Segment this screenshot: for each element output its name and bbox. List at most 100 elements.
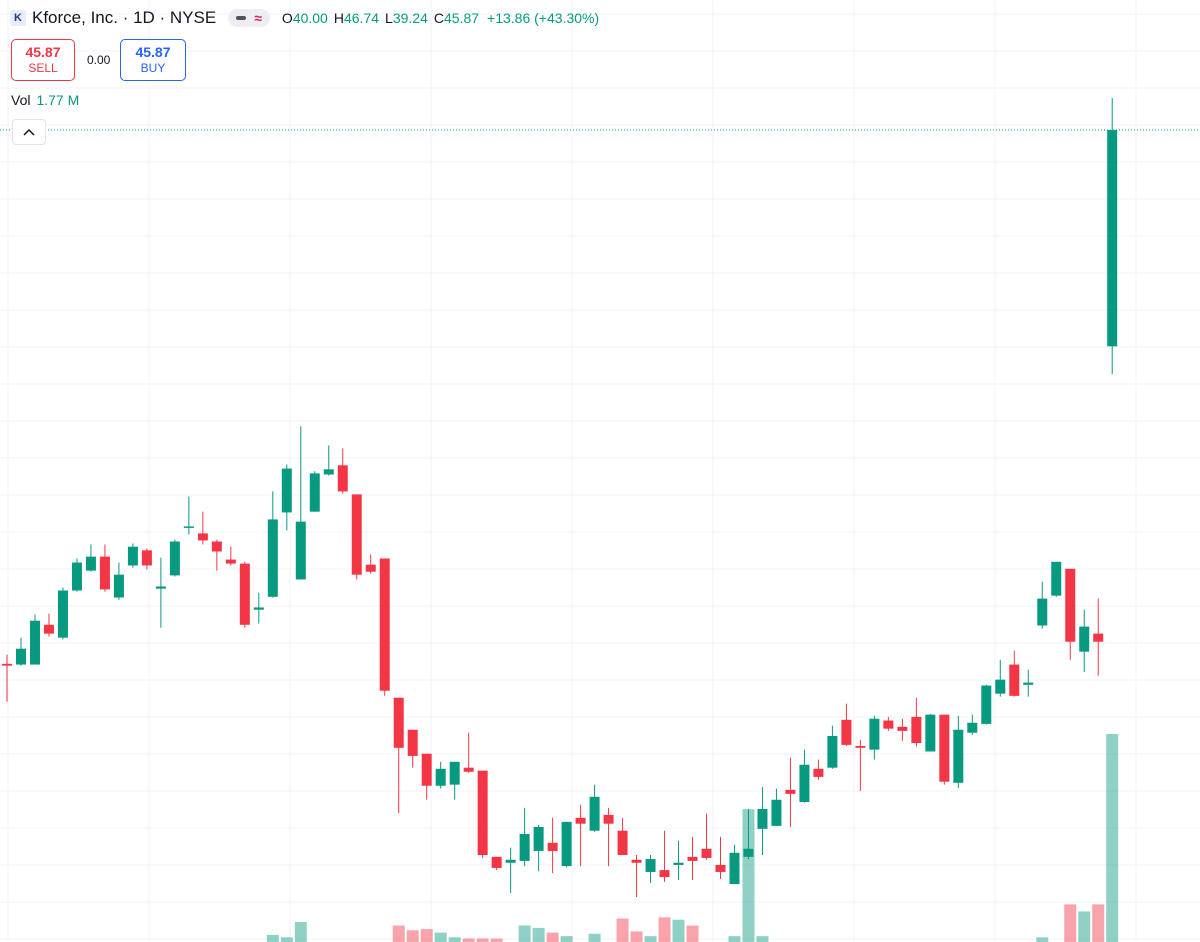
volume-bar: [546, 932, 559, 942]
volume-bar: [658, 917, 671, 942]
volume-value: 1.77 M: [36, 92, 80, 108]
candle-body: [575, 817, 586, 824]
candle-body: [43, 624, 54, 634]
candle-body: [351, 494, 362, 575]
candle-body: [785, 789, 796, 794]
candle-body: [463, 767, 474, 772]
candle-body: [169, 541, 180, 576]
volume-bar: [588, 933, 601, 942]
ohlc: O40.00 H46.74 L39.24 C45.87: [282, 10, 479, 26]
candle-body: [505, 859, 516, 863]
sell-price: 45.87: [25, 44, 61, 60]
candle-body: [617, 830, 628, 856]
volume-bar: [672, 919, 685, 942]
volume-bar: [462, 938, 475, 942]
volume-bar: [448, 937, 461, 942]
candle-body: [1023, 682, 1034, 685]
status-dash: [236, 16, 247, 20]
candle-body: [183, 526, 194, 528]
chevron-up: [23, 128, 35, 136]
candle-body: [281, 468, 292, 513]
ohlc-label: O: [281, 10, 293, 26]
candle-body: [127, 546, 138, 566]
volume-bar: [420, 929, 433, 942]
candle-body: [435, 768, 446, 786]
volume-bar: [406, 930, 419, 942]
candle-body: [337, 465, 348, 492]
volume-bar: [1078, 911, 1091, 942]
candle-body: [813, 768, 824, 777]
candle-body: [911, 716, 922, 744]
price-change: +13.86 (+43.30%): [487, 10, 600, 26]
volume-label: Vol: [11, 92, 31, 108]
ohlc-item: C45.87: [434, 10, 479, 26]
candle-body: [449, 761, 460, 785]
volume-bar: [476, 938, 489, 942]
spread: 0.00: [87, 53, 111, 67]
ohlc-label: C: [433, 10, 444, 26]
symbol-title[interactable]: Kforce, Inc. · 1D · NYSE: [32, 8, 217, 27]
candle-body: [1051, 561, 1062, 596]
candle-body: [659, 870, 670, 878]
candle-body: [85, 556, 96, 571]
volume-bar: [518, 925, 531, 942]
buy-price: 45.87: [135, 44, 171, 60]
sell-button[interactable]: 45.87 SELL: [11, 39, 75, 81]
volume-bar: [644, 936, 657, 942]
candle-body: [71, 562, 82, 591]
buy-button[interactable]: 45.87 BUY: [120, 39, 186, 81]
ohlc-value: 40.00: [292, 10, 328, 26]
ohlc-label: H: [333, 10, 344, 26]
candle-body: [967, 722, 978, 733]
candle-body: [1107, 130, 1118, 347]
candle-body: [477, 770, 488, 856]
volume-bar: [630, 931, 643, 942]
status-pill[interactable]: ≈: [228, 9, 270, 27]
candle-body: [1093, 633, 1104, 642]
volume-bar: [728, 936, 741, 942]
symbol-logo: K: [10, 10, 26, 26]
candle-body: [729, 852, 740, 885]
header: K Kforce, Inc. · 1D · NYSE ≈ O40.00 H46.7…: [10, 8, 599, 28]
volume-bar: [742, 809, 755, 942]
ohlc-item: H46.74: [334, 10, 379, 26]
candle-body: [799, 764, 810, 802]
candle-body: [869, 718, 880, 750]
candle-body: [15, 648, 26, 665]
candle-body: [631, 859, 642, 863]
candle-body: [29, 620, 40, 665]
candle-body: [841, 719, 852, 745]
candle-body: [225, 559, 236, 564]
candle-body: [309, 473, 320, 512]
ohlc-value: 46.74: [343, 10, 380, 26]
candle-body: [2, 663, 12, 666]
candle-body: [1009, 664, 1020, 696]
candle-body: [939, 714, 950, 782]
candle-body: [267, 519, 278, 597]
volume-bar: [686, 925, 699, 942]
candle-body: [855, 745, 866, 748]
candle-body: [295, 521, 306, 580]
candle-body: [155, 586, 166, 589]
candle-body: [1079, 626, 1090, 652]
volume-bar: [1036, 937, 1049, 942]
ohlc-label: L: [385, 10, 393, 26]
candle-body: [365, 564, 376, 572]
candle-body: [883, 720, 894, 729]
candle-body: [491, 856, 502, 868]
candle-body: [771, 799, 782, 826]
ohlc-item: L39.24: [385, 10, 428, 26]
candle-body: [561, 821, 572, 867]
candle-body: [1065, 568, 1076, 642]
candle-body: [743, 848, 754, 857]
collapse-button[interactable]: [12, 119, 46, 145]
ohlc-item: O40.00: [282, 10, 328, 26]
volume-bar: [294, 922, 307, 942]
candle-body: [981, 685, 992, 724]
candle-body: [57, 590, 68, 638]
volume-bar: [532, 927, 545, 942]
volume-bar: [616, 918, 629, 942]
candle-body: [211, 541, 222, 552]
volume-bar: [280, 937, 293, 942]
